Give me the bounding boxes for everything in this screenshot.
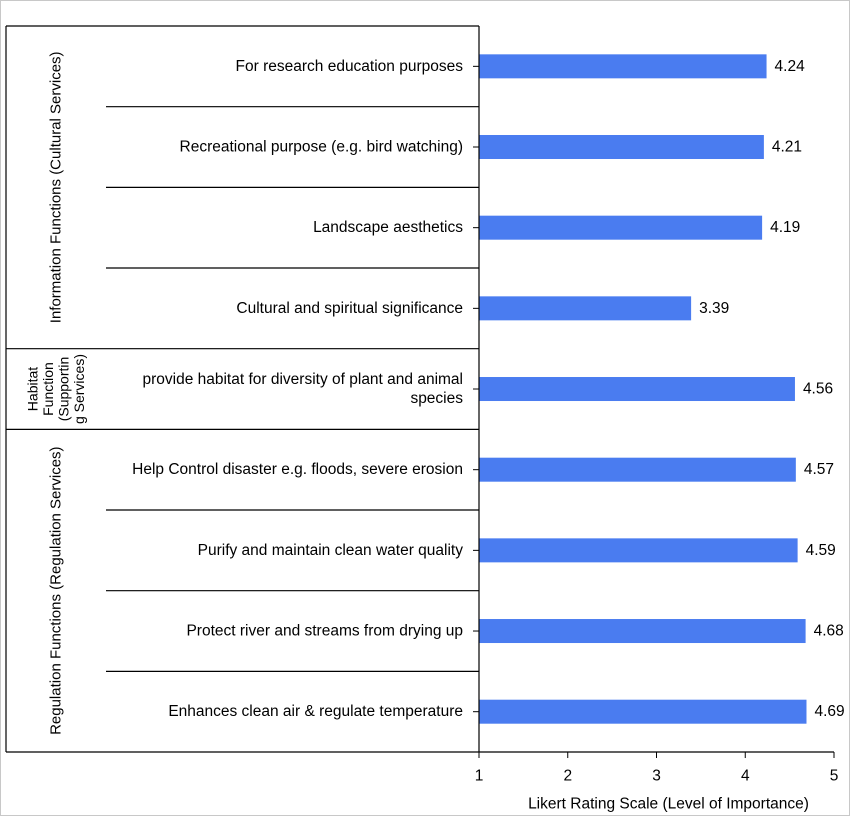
group-label: Information Functions (Cultural Services…	[48, 51, 65, 323]
bar	[479, 377, 795, 402]
group-label-line: (Supportin	[56, 357, 72, 422]
value-label: 4.56	[803, 381, 833, 398]
bar	[479, 699, 807, 724]
value-label: 4.57	[804, 461, 834, 478]
category-label: provide habitat for diversity of plant a…	[142, 371, 463, 388]
category-label: Recreational purpose (e.g. bird watching…	[180, 139, 463, 156]
bar	[479, 54, 767, 79]
value-label: 3.39	[699, 300, 729, 317]
bar	[479, 215, 763, 240]
value-label: 4.68	[814, 623, 844, 640]
category-label: Purify and maintain clean water quality	[198, 542, 464, 559]
bar	[479, 619, 806, 644]
category-label: For research education purposes	[236, 58, 464, 75]
x-tick-label: 1	[475, 768, 484, 785]
x-tick-label: 4	[741, 768, 750, 785]
category-label: species	[410, 390, 463, 407]
group-label: Regulation Functions (Regulation Service…	[48, 446, 65, 734]
group-label-line: g Services)	[71, 354, 87, 424]
bar	[479, 457, 796, 482]
category-label: Help Control disaster e.g. floods, sever…	[132, 461, 463, 478]
group-label-line: Function	[40, 362, 56, 416]
value-label: 4.59	[806, 542, 836, 559]
group-label-line: Habitat	[25, 367, 41, 411]
category-label: Landscape aesthetics	[313, 219, 463, 236]
bar	[479, 538, 798, 563]
category-label: Protect river and streams from drying up	[186, 623, 463, 640]
x-tick-label: 5	[830, 768, 839, 785]
value-label: 4.19	[770, 219, 800, 236]
x-axis-title: Likert Rating Scale (Level of Importance…	[528, 796, 809, 813]
bar	[479, 135, 764, 160]
value-label: 4.24	[775, 58, 806, 75]
bar	[479, 296, 692, 321]
x-tick-label: 3	[652, 768, 661, 785]
value-label: 4.69	[814, 703, 844, 720]
x-tick-label: 2	[563, 768, 572, 785]
category-label: Enhances clean air & regulate temperatur…	[168, 703, 463, 720]
category-label: Cultural and spiritual significance	[236, 300, 463, 317]
value-label: 4.21	[772, 139, 802, 156]
